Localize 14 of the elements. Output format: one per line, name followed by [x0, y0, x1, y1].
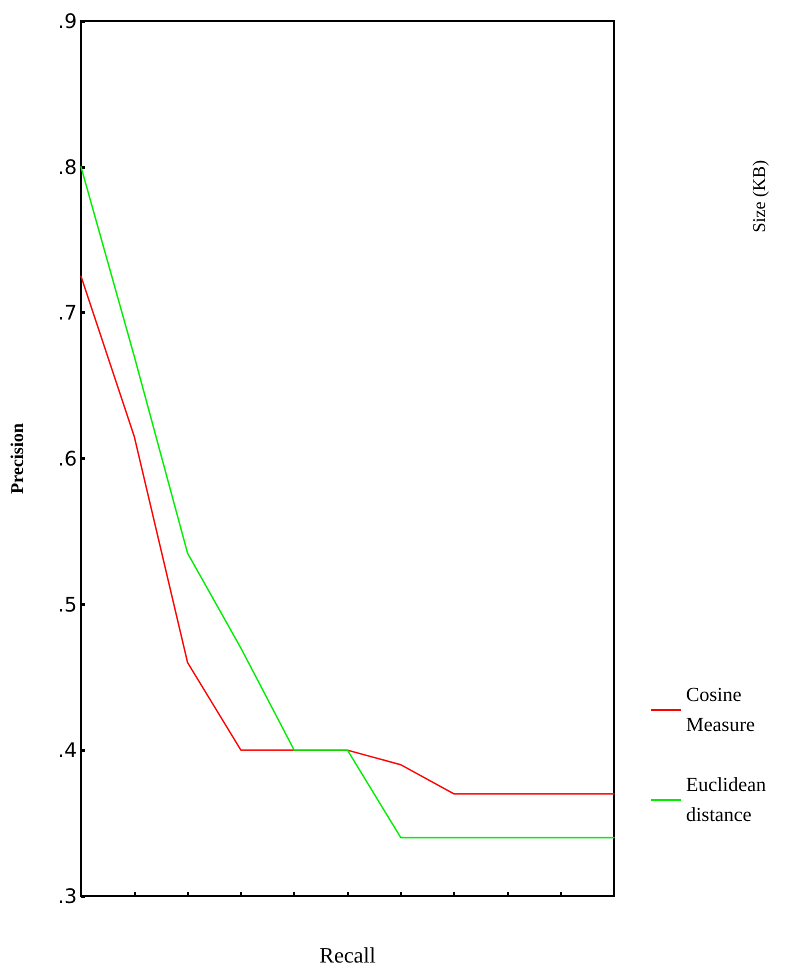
y-axis-title: Precision	[7, 423, 27, 494]
line-series	[80, 275, 615, 795]
text: Size (KB)	[749, 160, 769, 232]
y-tick-label: .9	[58, 9, 77, 33]
y-tick-label: .3	[58, 884, 77, 908]
y-tick-label: .7	[58, 300, 77, 325]
y-tick-label: .6	[58, 446, 77, 470]
y-tick-label: .4	[58, 738, 77, 762]
y-tick-label: .5	[58, 592, 77, 616]
legend-label: Euclidean distance	[686, 774, 771, 826]
y-tick-label: .8	[58, 154, 77, 179]
x-axis-title: Recall	[319, 942, 376, 968]
line-series	[80, 166, 615, 838]
legend-label: Cosine Measure	[686, 684, 755, 736]
